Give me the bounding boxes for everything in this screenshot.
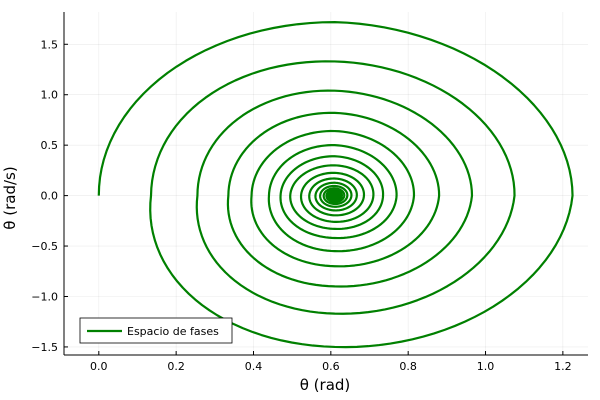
y-tick-label: −1.0 bbox=[31, 290, 58, 303]
y-axis-label: θ (rad/s) bbox=[1, 166, 19, 229]
series-group bbox=[97, 20, 574, 349]
x-tick-label: 0.2 bbox=[167, 360, 185, 373]
legend-label: Espacio de fases bbox=[127, 325, 219, 338]
y-tick-label: −1.5 bbox=[31, 341, 58, 354]
x-axis-label: θ (rad) bbox=[300, 376, 351, 394]
legend: Espacio de fases bbox=[79, 317, 233, 344]
y-tick-label: 1.5 bbox=[41, 38, 59, 51]
x-tick-label: 0.6 bbox=[322, 360, 340, 373]
y-tick-label: 1.0 bbox=[41, 89, 59, 102]
x-tick-label: 0.4 bbox=[245, 360, 263, 373]
axes bbox=[63, 12, 588, 356]
y-tick-label: 0.0 bbox=[41, 190, 59, 203]
series-line-espacio-de-fases bbox=[97, 20, 574, 349]
x-ticks: 0.0 0.2 0.4 0.6 0.8 1.0 1.2 bbox=[90, 351, 572, 373]
y-tick-label: 0.5 bbox=[41, 139, 59, 152]
x-tick-label: 1.0 bbox=[477, 360, 495, 373]
y-tick-label: −0.5 bbox=[31, 240, 58, 253]
y-ticks: −1.5 −1.0 −0.5 0.0 0.5 1.0 1.5 bbox=[31, 38, 68, 354]
x-tick-label: 0.0 bbox=[90, 360, 108, 373]
x-tick-label: 0.8 bbox=[399, 360, 417, 373]
x-tick-label: 1.2 bbox=[554, 360, 572, 373]
